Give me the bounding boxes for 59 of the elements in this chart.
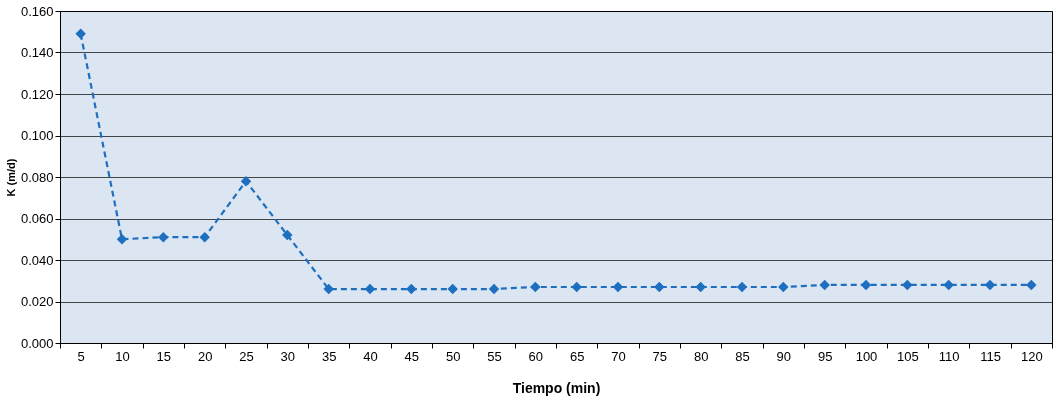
x-tick-label: 10 xyxy=(115,348,130,364)
x-tick-label: 60 xyxy=(528,348,544,364)
x-tick-label: 30 xyxy=(280,348,296,364)
point xyxy=(736,281,748,293)
point xyxy=(1026,279,1037,291)
x-tick-label: 105 xyxy=(896,348,919,364)
point xyxy=(654,281,665,293)
x-tick-label: 95 xyxy=(817,348,833,364)
point xyxy=(695,281,706,293)
point xyxy=(199,231,210,243)
y-tick-label: 0.020 xyxy=(20,294,54,309)
point xyxy=(240,175,252,187)
y-tick-label: 0.100 xyxy=(20,128,54,143)
x-tick-label: 70 xyxy=(611,348,626,364)
point xyxy=(778,281,789,293)
point xyxy=(530,281,541,293)
point xyxy=(571,281,582,293)
x-tick-label: 120 xyxy=(1020,348,1043,364)
x-tick-label: 65 xyxy=(569,348,585,364)
point xyxy=(902,279,913,291)
point xyxy=(323,283,334,295)
point xyxy=(75,28,86,40)
x-tick-label: 85 xyxy=(735,348,750,364)
point xyxy=(984,279,996,291)
x-tick-label: 25 xyxy=(239,348,254,364)
x-tick-label: 45 xyxy=(404,348,420,364)
x-tick-label: 115 xyxy=(980,348,1001,364)
x-tick-label: 40 xyxy=(363,348,378,364)
x-tick-label: 100 xyxy=(855,348,878,364)
y-tick-label: 0.060 xyxy=(20,211,54,226)
y-tick-label: 0.080 xyxy=(20,169,54,185)
x-axis-title: Tiempo (min) xyxy=(512,379,601,396)
y-tick-label: 0.040 xyxy=(20,252,54,268)
x-tick-label: 15 xyxy=(156,348,172,364)
point xyxy=(488,283,500,295)
x-tick-label: 110 xyxy=(938,348,960,364)
y-axis-title: K (m/d) xyxy=(4,158,17,197)
point xyxy=(819,279,830,291)
y-tick-label: 0.140 xyxy=(20,45,54,60)
x-tick-label: 35 xyxy=(321,348,337,364)
point xyxy=(364,283,376,295)
point xyxy=(860,279,872,291)
y-tick-label: 0.000 xyxy=(20,335,54,351)
point xyxy=(116,234,128,245)
y-tick-label: 0.120 xyxy=(20,86,54,102)
x-tick-label: 55 xyxy=(487,348,502,364)
point xyxy=(406,283,417,295)
point xyxy=(447,283,458,295)
x-tick-label: 90 xyxy=(776,348,792,364)
x-tick-label: 50 xyxy=(445,348,461,364)
point xyxy=(943,279,954,291)
x-tick-label: 75 xyxy=(652,348,668,364)
x-tick-label: 20 xyxy=(197,348,213,364)
x-tick-label: 80 xyxy=(693,348,709,364)
point xyxy=(158,231,169,243)
point xyxy=(612,281,624,293)
x-tick-label: 5 xyxy=(77,348,85,364)
point xyxy=(282,229,293,241)
y-tick-label: 0.160 xyxy=(20,3,54,19)
